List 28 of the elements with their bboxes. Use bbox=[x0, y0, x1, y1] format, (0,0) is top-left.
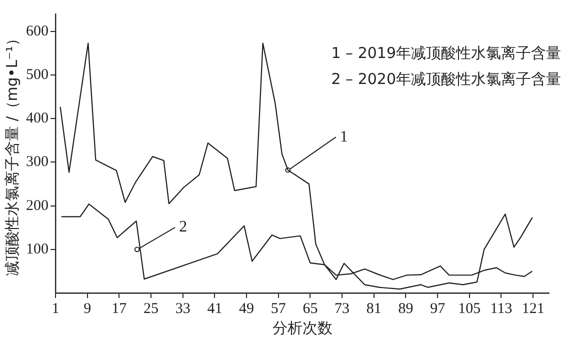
annotation: 2 – 2020年减顶酸性水氯离子含量 bbox=[331, 70, 561, 88]
x-tick-label: 9 bbox=[84, 300, 92, 317]
x-tick-label: 57 bbox=[270, 300, 286, 317]
y-tick-label: 300 bbox=[26, 154, 48, 170]
y-axis-title: 减顶酸性水氯离子含量 /（mg•L⁻¹） bbox=[2, 30, 21, 276]
annotation: 1 bbox=[340, 128, 348, 146]
x-tick-label: 65 bbox=[302, 300, 318, 317]
x-tick-label: 113 bbox=[490, 300, 512, 317]
x-tick-label: 121 bbox=[522, 300, 544, 317]
x-tick-label: 49 bbox=[239, 300, 254, 317]
annotation: 1 – 2019年减顶酸性水氯离子含量 bbox=[331, 44, 561, 62]
x-tick-label: 89 bbox=[398, 300, 414, 317]
annotation: 2 bbox=[179, 218, 188, 236]
x-tick-label: 81 bbox=[366, 300, 382, 317]
x-tick-label: 41 bbox=[207, 300, 222, 317]
y-tick-label: 200 bbox=[26, 198, 48, 214]
y-tick-label: 400 bbox=[26, 110, 48, 127]
x-tick-label: 25 bbox=[144, 300, 159, 317]
x-axis-title: 分析次数 bbox=[272, 318, 332, 337]
x-tick-label: 105 bbox=[458, 300, 481, 317]
y-tick-label: 100 bbox=[26, 241, 48, 258]
x-tick-label: 73 bbox=[334, 300, 350, 317]
x-tick-label: 97 bbox=[430, 300, 446, 317]
x-tick-label: 33 bbox=[175, 300, 190, 317]
y-tick-label: 600 bbox=[26, 23, 48, 40]
x-tick-label: 1 bbox=[52, 300, 60, 317]
x-tick-label: 17 bbox=[112, 300, 128, 317]
y-tick-label: 500 bbox=[26, 66, 48, 83]
